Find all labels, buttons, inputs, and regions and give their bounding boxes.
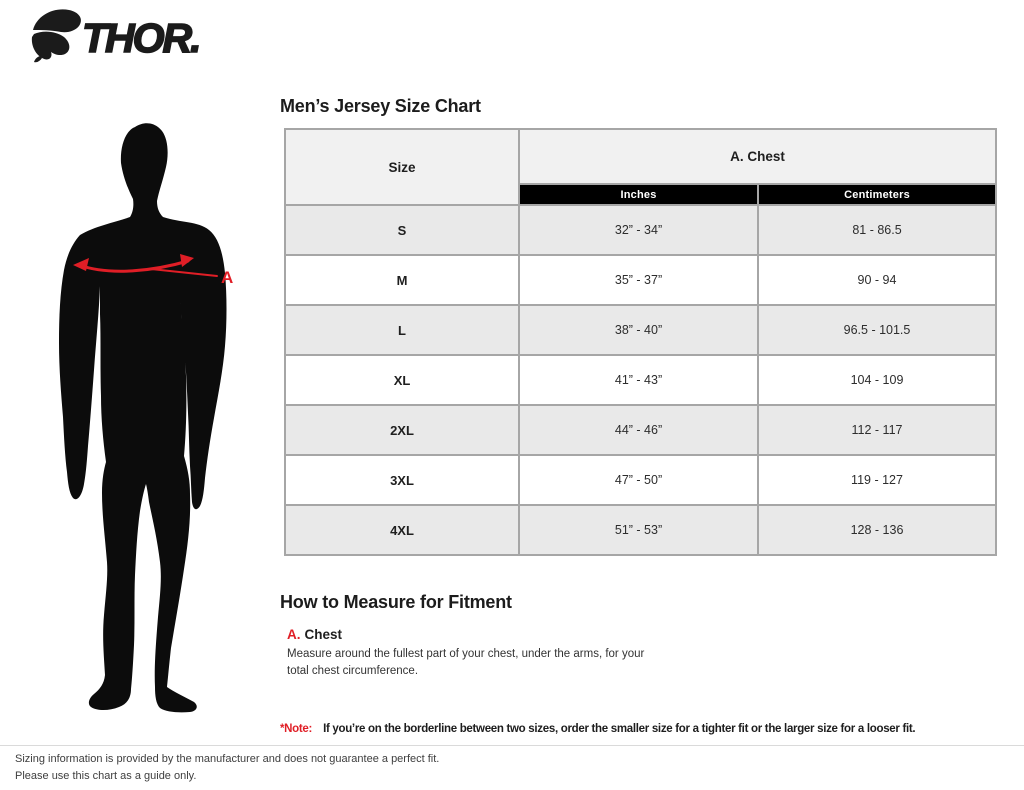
cm-cell: 119 - 127 bbox=[756, 454, 998, 506]
cm-cell: 81 - 86.5 bbox=[756, 204, 998, 256]
how-to-measure-title: How to Measure for Fitment bbox=[280, 592, 512, 612]
inches-cell: 51” - 53” bbox=[518, 504, 759, 556]
size-cell: 4XL bbox=[284, 504, 520, 556]
footer-divider bbox=[0, 745, 1024, 746]
body-silhouette bbox=[59, 123, 227, 713]
cm-cell: 128 - 136 bbox=[756, 504, 998, 556]
size-chart-title: Men’s Jersey Size Chart bbox=[280, 96, 481, 116]
measurement-figure: A bbox=[59, 123, 233, 713]
disclaimer-line1: Sizing information is provided by the ma… bbox=[15, 753, 440, 765]
thor-wordmark: THOR. bbox=[82, 15, 200, 61]
table-row: L 38” - 40” 96.5 - 101.5 bbox=[284, 304, 998, 356]
table-row: 4XL 51” - 53” 128 - 136 bbox=[284, 504, 998, 556]
table-row: XL 41” - 43” 104 - 109 bbox=[284, 354, 998, 406]
chest-group-header: A. Chest bbox=[517, 127, 998, 186]
size-cell: S bbox=[284, 204, 520, 256]
inches-cell: 41” - 43” bbox=[518, 354, 759, 406]
size-cell: XL bbox=[284, 354, 520, 406]
size-cell: 3XL bbox=[284, 454, 520, 506]
note-label: *Note: bbox=[280, 723, 313, 735]
measure-item-chest: A. Chest Measure around the fullest part … bbox=[287, 627, 667, 679]
note-text: If you’re on the borderline between two … bbox=[323, 723, 916, 735]
measure-item-description: Measure around the fullest part of your … bbox=[287, 648, 645, 677]
table-row: M 35” - 37” 90 - 94 bbox=[284, 254, 998, 306]
thor-goat-icon bbox=[31, 9, 81, 63]
inches-cell: 47” - 50” bbox=[518, 454, 759, 506]
measurement-label-a: A bbox=[221, 268, 233, 287]
size-cell: L bbox=[284, 304, 520, 356]
inches-cell: 32” - 34” bbox=[518, 204, 759, 256]
table-row: 3XL 47” - 50” 119 - 127 bbox=[284, 454, 998, 506]
size-chart-table: Size A. Chest Inches Centimeters S 32” -… bbox=[284, 127, 998, 556]
cm-cell: 104 - 109 bbox=[756, 354, 998, 406]
cm-cell: 90 - 94 bbox=[756, 254, 998, 306]
measure-item-name: Chest bbox=[304, 627, 343, 642]
size-cell: M bbox=[284, 254, 520, 306]
measure-item-key: A. bbox=[287, 627, 301, 642]
cm-cell: 112 - 117 bbox=[756, 404, 998, 456]
disclaimer-line2: Please use this chart as a guide only. bbox=[15, 770, 197, 782]
size-column-header: Size bbox=[284, 128, 520, 206]
size-cell: 2XL bbox=[284, 404, 520, 456]
table-row: 2XL 44” - 46” 112 - 117 bbox=[284, 404, 998, 456]
inches-cell: 35” - 37” bbox=[518, 254, 759, 306]
chest-arrow-icon bbox=[77, 259, 218, 277]
centimeters-unit-header: Centimeters bbox=[756, 183, 998, 206]
inches-cell: 38” - 40” bbox=[518, 304, 759, 356]
inches-cell: 44” - 46” bbox=[518, 404, 759, 456]
sizing-note: *Note: If you’re on the borderline betwee… bbox=[280, 723, 916, 735]
cm-cell: 96.5 - 101.5 bbox=[756, 304, 998, 356]
thor-logo: THOR. bbox=[31, 9, 202, 63]
chest-arrowheads-icon bbox=[73, 254, 194, 271]
footer-disclaimer: Sizing information is provided by the ma… bbox=[15, 751, 439, 785]
inches-unit-header: Inches bbox=[518, 183, 759, 206]
table-row: S 32” - 34” 81 - 86.5 bbox=[284, 204, 998, 256]
